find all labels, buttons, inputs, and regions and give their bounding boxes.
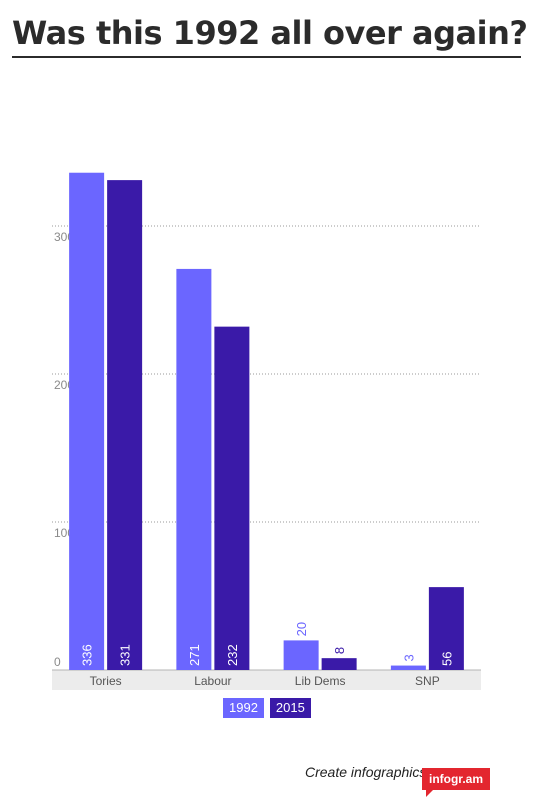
infogram-logo-badge[interactable]: infogr.am [422,768,490,797]
data-label-snp-2015: 56 [439,652,454,666]
bar-labour-1992 [176,268,212,670]
x-axis-band [52,670,481,690]
title-underline [12,56,521,58]
bar-snp-2015 [428,587,464,670]
x-category-label-tories: Tories [90,674,122,688]
bar-lib-dems-1992 [283,640,319,670]
data-label-labour-2015: 232 [225,644,240,666]
create-infographics-link[interactable]: Create infographics [305,764,427,780]
bar-labour-2015 [214,326,250,670]
legend-item-1992[interactable]: 1992 [223,698,264,718]
bar-lib-dems-2015 [321,658,357,670]
x-category-label-labour: Labour [194,674,231,688]
bar-tories-2015 [107,180,143,670]
data-label-lib-dems-2015: 8 [332,647,347,654]
bar-tories-1992 [69,172,105,670]
page-title: Was this 1992 all over again? [12,14,528,52]
y-tick-label-0: 0 [54,655,61,669]
data-label-snp-1992: 3 [401,654,416,661]
legend-item-2015[interactable]: 2015 [269,698,311,718]
x-category-label-snp: SNP [415,674,440,688]
data-label-tories-1992: 336 [80,644,95,666]
bar-snp-1992 [390,665,426,670]
data-label-tories-2015: 331 [118,644,133,666]
data-label-labour-1992: 271 [187,644,202,666]
x-category-label-lib-dems: Lib Dems [295,674,346,688]
legend: 1992 2015 [223,698,311,718]
data-label-lib-dems-1992: 20 [294,622,309,636]
